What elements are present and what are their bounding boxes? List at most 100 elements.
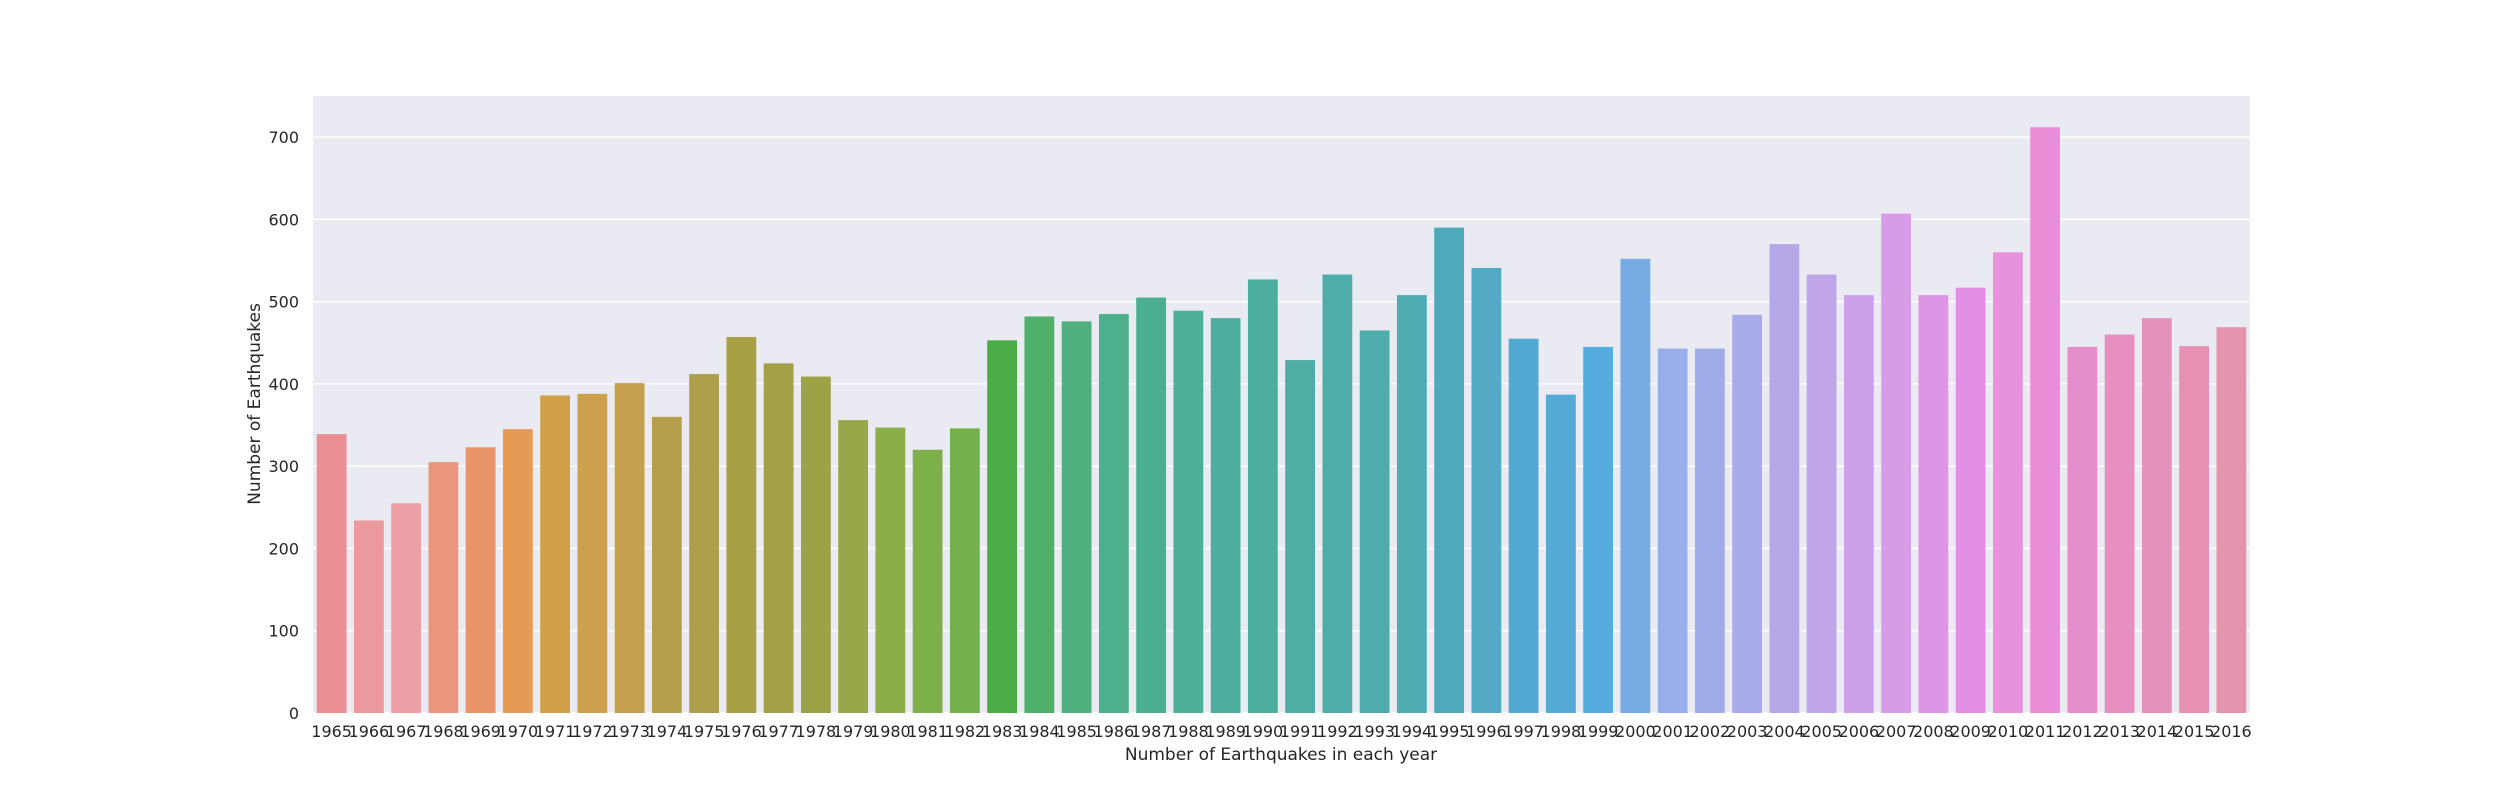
bar-1972 (577, 393, 608, 713)
x-tick-label: 1984 (1019, 722, 1060, 741)
bar-1991 (1285, 360, 1316, 713)
bar-1983 (987, 340, 1018, 713)
bar-1999 (1583, 346, 1614, 713)
x-tick-label: 1986 (1094, 722, 1135, 741)
bar-2001 (1657, 348, 1688, 713)
x-tick-label: 2011 (2025, 722, 2066, 741)
x-tick-label: 2001 (1652, 722, 1693, 741)
x-tick-label: 2012 (2062, 722, 2103, 741)
bar-2011 (2030, 127, 2061, 713)
bar-1995 (1434, 227, 1465, 714)
x-tick-label: 2013 (2099, 722, 2140, 741)
bar-1971 (540, 395, 571, 713)
y-tick-label: 400 (268, 375, 299, 394)
bar-1977 (763, 363, 794, 713)
bar-1980 (875, 427, 906, 713)
y-tick-label: 100 (268, 622, 299, 641)
x-tick-label: 1989 (1205, 722, 1246, 741)
bar-1965 (316, 434, 347, 713)
y-tick-labels: 0 100 200 300 400 500 600 700 (268, 128, 299, 723)
x-tick-label: 1992 (1317, 722, 1358, 741)
bar-2006 (1843, 295, 1874, 713)
x-tick-label: 2007 (1876, 722, 1917, 741)
bar-2004 (1769, 244, 1800, 713)
bar-2005 (1806, 274, 1837, 713)
y-tick-label: 300 (268, 457, 299, 476)
y-tick-label: 0 (289, 704, 299, 723)
bar-1993 (1359, 330, 1390, 713)
bar-2007 (1881, 213, 1912, 713)
x-tick-label: 2005 (1801, 722, 1842, 741)
bar-2002 (1694, 348, 1725, 713)
x-tick-label: 1970 (498, 722, 539, 741)
x-tick-label: 1978 (796, 722, 837, 741)
bar-1984 (1024, 316, 1055, 713)
y-tick-label: 500 (268, 293, 299, 312)
bar-2003 (1732, 314, 1763, 713)
x-tick-label: 1987 (1131, 722, 1172, 741)
x-tick-label: 2016 (2211, 722, 2252, 741)
bar-1985 (1061, 321, 1092, 713)
bar-2009 (1955, 287, 1986, 713)
bar-2012 (2067, 346, 2098, 713)
bar-1967 (391, 503, 422, 713)
x-tick-label: 2002 (1690, 722, 1731, 741)
x-tick-label: 1982 (945, 722, 986, 741)
bar-1992 (1322, 274, 1353, 713)
bar-1976 (726, 337, 757, 713)
bar-2016 (2216, 327, 2247, 713)
x-tick-label: 1976 (721, 722, 762, 741)
y-tick-label: 600 (268, 210, 299, 229)
x-tick-label: 1999 (1578, 722, 1619, 741)
bar-1990 (1247, 279, 1278, 713)
bars (316, 127, 2247, 714)
x-tick-label: 1995 (1429, 722, 1470, 741)
bar-1981 (912, 449, 943, 713)
bar-1988 (1173, 310, 1204, 713)
bar-2010 (1992, 252, 2023, 713)
bar-1998 (1545, 394, 1576, 713)
bar-1987 (1136, 297, 1167, 713)
x-tick-label: 1975 (684, 722, 725, 741)
x-tick-label: 1969 (460, 722, 501, 741)
x-tick-label: 1979 (833, 722, 874, 741)
x-tick-label: 1994 (1392, 722, 1433, 741)
bar-1986 (1098, 314, 1129, 713)
bar-1978 (800, 376, 831, 713)
bar-1969 (465, 447, 496, 713)
x-tick-label: 1968 (423, 722, 464, 741)
bar-1989 (1210, 318, 1241, 713)
bar-1973 (614, 383, 645, 713)
x-tick-label: 1991 (1280, 722, 1321, 741)
bar-1982 (949, 428, 980, 713)
y-axis-label: Number of Earthquakes (245, 303, 265, 505)
bar-1975 (689, 374, 720, 713)
x-tick-labels: 1965196619671968196919701971197219731974… (311, 722, 2251, 741)
x-tick-label: 1966 (349, 722, 390, 741)
bar-1979 (838, 420, 869, 713)
x-tick-label: 2003 (1727, 722, 1768, 741)
x-tick-label: 1985 (1056, 722, 1097, 741)
x-tick-label: 1977 (758, 722, 799, 741)
x-tick-label: 1971 (535, 722, 576, 741)
bar-1966 (353, 520, 384, 713)
x-tick-label: 2000 (1615, 722, 1656, 741)
x-tick-label: 1997 (1503, 722, 1544, 741)
x-tick-label: 1974 (647, 722, 688, 741)
x-tick-label: 2014 (2137, 722, 2178, 741)
x-tick-label: 1990 (1243, 722, 1284, 741)
x-tick-label: 1965 (311, 722, 352, 741)
bar-1968 (428, 462, 459, 713)
x-tick-label: 1983 (982, 722, 1023, 741)
x-tick-label: 1988 (1168, 722, 1209, 741)
bar-1997 (1508, 338, 1539, 713)
bar-2014 (2141, 318, 2172, 713)
bar-1970 (502, 429, 533, 713)
bar-2013 (2104, 334, 2135, 713)
bar-1996 (1471, 267, 1502, 713)
x-tick-label: 1973 (609, 722, 650, 741)
x-tick-label: 2006 (1839, 722, 1880, 741)
x-tick-label: 2004 (1764, 722, 1805, 741)
